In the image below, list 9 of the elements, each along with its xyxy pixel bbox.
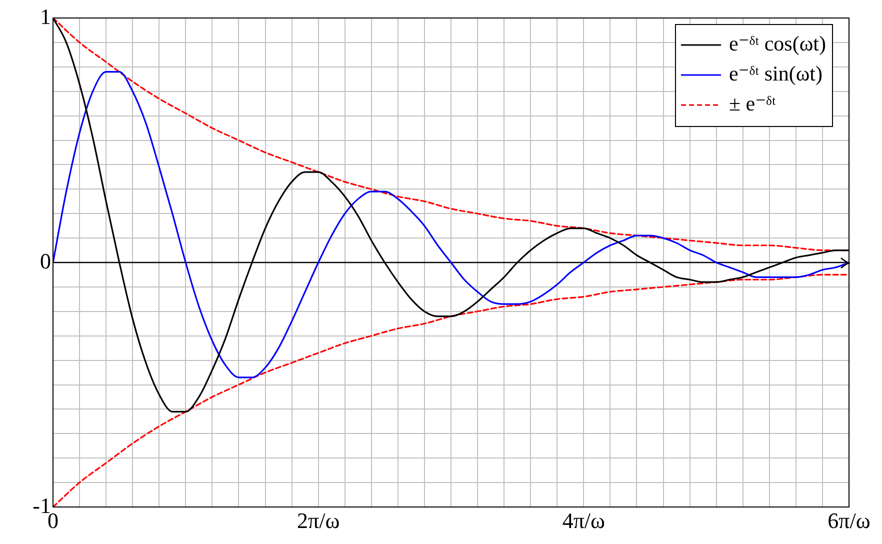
legend-label: e⁻ᵟᵗ cos(ωt) [729, 32, 826, 56]
y-tick-label: 1 [40, 4, 51, 29]
legend-label: e⁻ᵟᵗ sin(ωt) [729, 62, 823, 86]
x-tick-label: 6π/ω [828, 508, 870, 533]
y-tick-label: 0 [40, 248, 51, 274]
legend-label: ± e⁻ᵟᵗ [729, 92, 776, 116]
line-series [53, 274, 849, 507]
x-tick-label: 4π/ω [562, 508, 606, 533]
x-tick-label: 2π/ω [296, 508, 340, 533]
